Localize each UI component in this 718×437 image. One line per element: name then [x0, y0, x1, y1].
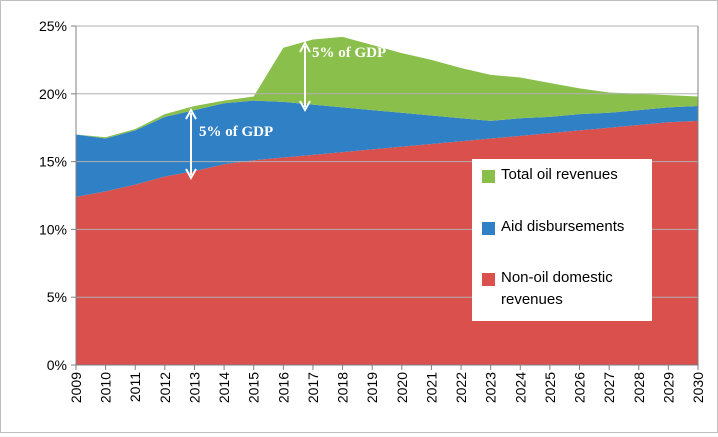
- x-tick-label: 2022: [453, 372, 469, 403]
- x-tick-label: 2027: [601, 372, 617, 403]
- x-tick-label: 2026: [572, 372, 588, 403]
- area: [76, 36, 698, 139]
- legend-label: Aid disbursements: [501, 218, 625, 235]
- legend-label: Non-oil domestic revenues: [501, 269, 613, 308]
- x-tick-label: 2017: [305, 372, 321, 403]
- x-tick-label: 2020: [394, 372, 410, 403]
- x-tick-label: 2014: [216, 372, 232, 403]
- x-tick-label: 2019: [364, 372, 380, 403]
- x-tick-label: 2013: [186, 372, 202, 403]
- legend-item: Total oil revenues: [482, 166, 651, 186]
- annotation-arrowhead: [299, 40, 311, 113]
- x-tick-label: 2010: [98, 372, 114, 403]
- legend-swatch: [482, 273, 495, 286]
- x-tick-label: 2016: [275, 372, 291, 403]
- x-tick-label: 2009: [68, 372, 84, 403]
- area: [76, 100, 698, 197]
- x-tick-label: 2029: [660, 372, 676, 403]
- legend-item: Non-oil domestic revenues: [482, 269, 629, 311]
- y-tick-label: 0%: [47, 357, 67, 373]
- x-tick-label: 2024: [512, 372, 528, 403]
- legend: Total oil revenues Aid disbursements Non-o…: [472, 159, 652, 321]
- y-tick-label: 15%: [39, 154, 67, 170]
- x-tick-label: 2015: [246, 372, 262, 403]
- x-tick-label: 2025: [542, 372, 558, 403]
- x-tick-label: 2030: [690, 372, 706, 403]
- legend-swatch: [482, 170, 495, 183]
- annotation-arrowhead: [185, 107, 197, 181]
- x-tick-label: 2018: [335, 372, 351, 403]
- legend-item: Aid disbursements: [482, 218, 651, 238]
- legend-label: Total oil revenues: [501, 166, 618, 183]
- x-tick-label: 2023: [483, 372, 499, 403]
- y-tick-label: 25%: [39, 18, 67, 34]
- x-tick-label: 2028: [631, 372, 647, 403]
- y-tick-label: 20%: [39, 86, 67, 102]
- x-tick-label: 2012: [157, 372, 173, 403]
- x-tick-label: 2021: [423, 372, 439, 403]
- legend-swatch: [482, 222, 495, 235]
- x-tick-label: 2011: [127, 372, 143, 402]
- y-tick-label: 5%: [47, 289, 67, 305]
- annotation: 5% of GDP: [312, 45, 386, 61]
- y-tick-label: 10%: [39, 221, 67, 237]
- annotation: 5% of GDP: [199, 124, 273, 140]
